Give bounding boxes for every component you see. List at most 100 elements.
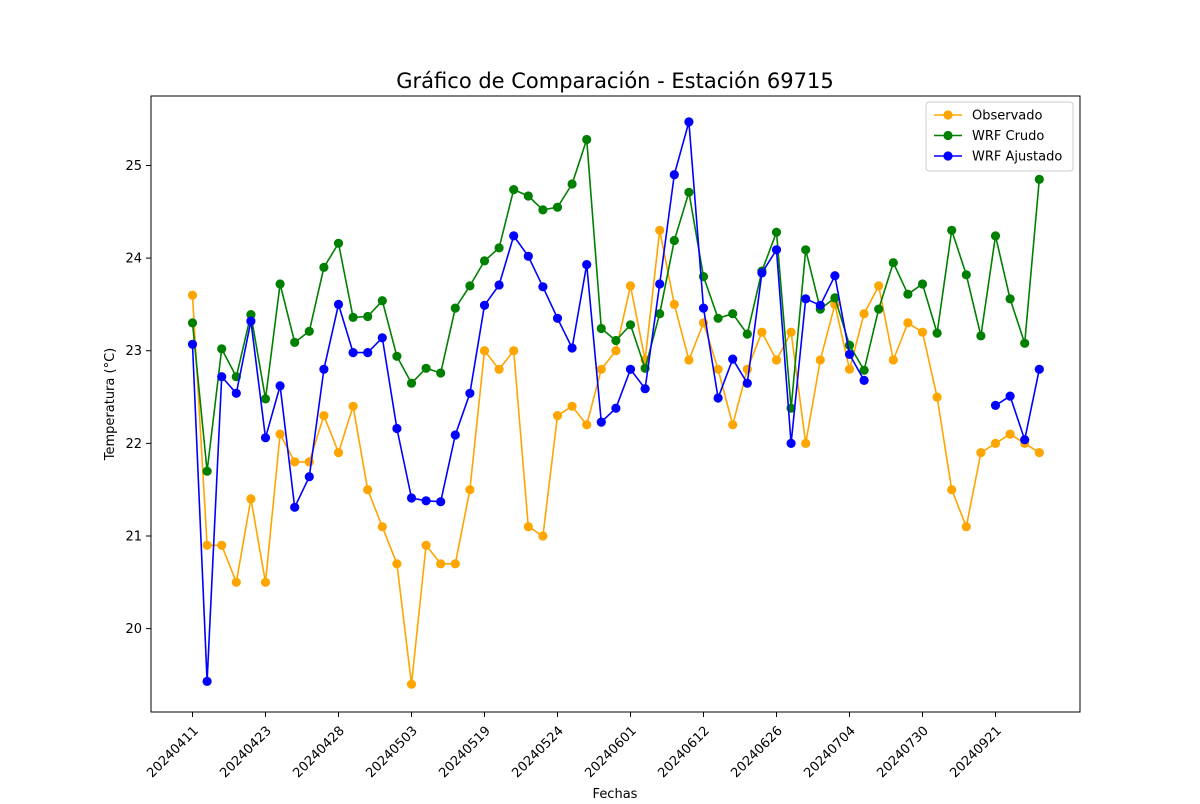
- point-observado: [319, 411, 329, 421]
- point-wrf-ajustado: [421, 496, 431, 506]
- point-wrf-ajustado: [319, 364, 329, 374]
- point-observado: [538, 531, 548, 541]
- point-observado: [757, 327, 767, 337]
- point-observado: [903, 318, 913, 328]
- x-axis: 20240411 20240423 20240428 20240503 20240519…: [144, 712, 1005, 781]
- point-wrf-ajustado: [567, 343, 577, 353]
- point-wrf-crudo: [947, 225, 957, 235]
- point-observado: [187, 290, 198, 300]
- x-tick-label: 20240524: [509, 724, 566, 781]
- y-axis-label: Temperatura (°C): [103, 348, 118, 461]
- point-wrf-crudo: [392, 351, 402, 361]
- point-wrf-ajustado: [246, 316, 256, 326]
- point-observado: [246, 494, 256, 504]
- point-wrf-crudo: [436, 368, 446, 378]
- point-wrf-crudo: [932, 328, 942, 338]
- point-observado: [582, 420, 592, 430]
- point-observado: [947, 485, 957, 495]
- point-wrf-ajustado: [1034, 364, 1044, 374]
- x-tick-label: 20240411: [144, 724, 201, 781]
- point-observado: [844, 364, 855, 374]
- point-observado: [260, 577, 271, 587]
- point-wrf-crudo: [844, 340, 855, 350]
- point-wrf-ajustado: [465, 388, 475, 398]
- legend-label-wrf-crudo: WRF Crudo: [972, 129, 1044, 144]
- point-wrf-crudo: [465, 281, 475, 291]
- point-wrf-crudo: [728, 309, 738, 319]
- point-observado: [801, 438, 811, 448]
- point-observado: [392, 559, 402, 569]
- point-wrf-ajustado: [669, 170, 679, 180]
- series-line-observado: [191, 229, 1040, 686]
- point-wrf-ajustado: [187, 339, 198, 349]
- point-observado: [275, 429, 285, 439]
- point-observado: [406, 679, 417, 689]
- point-wrf-crudo: [363, 311, 373, 322]
- point-wrf-crudo: [611, 335, 621, 346]
- point-wrf-ajustado: [698, 303, 709, 313]
- point-wrf-ajustado: [684, 117, 694, 127]
- point-wrf-ajustado: [625, 364, 636, 374]
- x-tick-label: 20240704: [801, 724, 858, 781]
- legend-marker-wrf-ajustado: [943, 151, 953, 161]
- point-wrf-ajustado: [713, 393, 723, 403]
- point-wrf-crudo: [771, 227, 782, 237]
- point-wrf-crudo: [479, 256, 490, 266]
- point-wrf-ajustado: [1020, 435, 1030, 445]
- point-wrf-crudo: [377, 296, 387, 306]
- point-wrf-ajustado: [304, 472, 314, 482]
- point-wrf-crudo: [830, 293, 840, 303]
- point-wrf-ajustado: [494, 280, 504, 290]
- series-line-wrf-crudo: [191, 138, 1041, 473]
- x-tick-label: 20240626: [728, 724, 785, 781]
- point-observado: [932, 392, 942, 402]
- point-observado: [1034, 448, 1044, 458]
- point-wrf-crudo: [801, 245, 811, 255]
- point-wrf-crudo: [217, 344, 227, 354]
- point-wrf-crudo: [538, 205, 548, 215]
- point-observado: [611, 346, 621, 356]
- point-wrf-crudo: [246, 310, 256, 320]
- point-observado: [625, 281, 636, 291]
- plot-series: [187, 117, 1044, 689]
- legend-marker-observado: [943, 110, 953, 120]
- point-wrf-crudo: [917, 279, 928, 289]
- point-wrf-crudo: [888, 258, 898, 268]
- point-observado: [377, 522, 387, 532]
- point-wrf-ajustado: [611, 403, 621, 413]
- point-wrf-crudo: [494, 243, 504, 253]
- plot-frame: [150, 95, 1081, 713]
- point-wrf-ajustado: [844, 349, 855, 359]
- point-wrf-crudo: [903, 289, 913, 299]
- point-wrf-crudo: [333, 238, 344, 248]
- y-tick-label: 22: [125, 437, 142, 452]
- point-wrf-ajustado: [275, 381, 285, 391]
- point-observado: [713, 364, 723, 374]
- point-observado: [684, 355, 694, 365]
- point-observado: [202, 540, 212, 550]
- point-observado: [874, 281, 884, 291]
- point-wrf-crudo: [290, 337, 300, 347]
- point-wrf-ajustado: [333, 299, 344, 309]
- point-wrf-crudo: [509, 185, 519, 195]
- point-wrf-ajustado: [436, 497, 446, 507]
- point-observado: [450, 559, 460, 569]
- series-line-wrf-ajustado: [995, 369, 1041, 441]
- legend-box: [925, 101, 1074, 172]
- y-tick-label: 25: [125, 159, 142, 174]
- point-wrf-crudo: [713, 313, 723, 323]
- y-tick-label: 20: [125, 622, 142, 637]
- point-observado: [348, 401, 358, 411]
- point-wrf-ajustado: [771, 245, 782, 255]
- point-wrf-crudo: [961, 270, 971, 280]
- y-tick-label: 21: [125, 530, 142, 545]
- chart-title: Gráfico de Comparación - Estación 69715: [396, 69, 833, 93]
- x-axis-label: Fechas: [593, 787, 638, 800]
- y-tick-label: 24: [125, 252, 142, 267]
- point-observado: [494, 364, 504, 374]
- point-wrf-crudo: [582, 134, 592, 145]
- point-wrf-ajustado: [377, 333, 387, 343]
- y-axis: 20 21 22 23 24 25: [125, 159, 151, 637]
- point-wrf-crudo: [260, 394, 271, 404]
